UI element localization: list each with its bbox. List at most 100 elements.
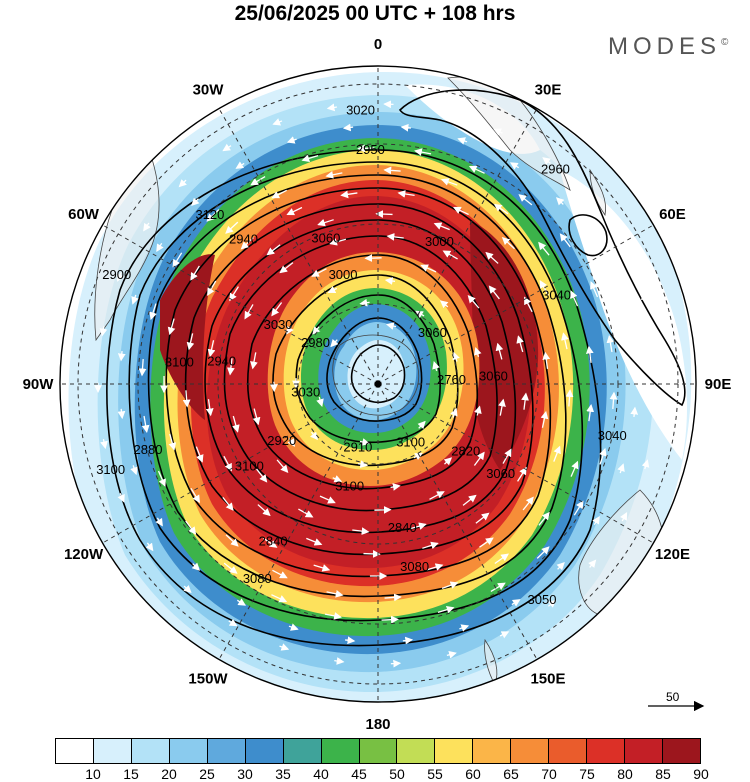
wind-vector: [498, 398, 506, 416]
wind-vector: [509, 162, 520, 170]
colorbar-swatch: [397, 739, 436, 763]
wind-vector: [630, 348, 639, 360]
colorbar-tick: 35: [275, 766, 291, 782]
colorbar-swatch: [549, 739, 588, 763]
south-pole-marker: [374, 380, 382, 388]
contour-label: 3100: [165, 354, 194, 369]
wind-vector: [538, 511, 550, 526]
wind-vector: [521, 392, 529, 410]
contour-label: 3040: [598, 428, 627, 443]
wind-vector: [271, 594, 288, 603]
wind-vector: [357, 144, 375, 153]
wind-vector: [522, 496, 534, 511]
meridian-line: [102, 224, 379, 385]
wind-vector: [352, 527, 370, 535]
wind-vector: [429, 491, 445, 500]
wind-vector: [390, 483, 401, 491]
wind-vector: [117, 351, 126, 362]
contour-label: 3080: [243, 571, 272, 586]
wind-vector: [384, 593, 402, 602]
contour-label: 2840: [388, 520, 417, 535]
wind-vector: [433, 222, 450, 231]
wind-vector: [570, 290, 579, 307]
wind-vector: [279, 262, 294, 274]
contour-2840: [272, 274, 459, 467]
wind-vector: [584, 194, 593, 204]
wind-vector: [641, 459, 650, 470]
contour-label: 2950: [356, 142, 385, 157]
wind-vector: [205, 399, 214, 417]
wind-vector: [286, 136, 297, 144]
wind-vector: [517, 466, 527, 482]
colorbar-swatch: [511, 739, 550, 763]
contour-label: 2880: [134, 442, 163, 457]
wind-vector: [374, 505, 392, 514]
contour-label: 3050: [528, 592, 557, 607]
wind-vector: [240, 237, 254, 250]
colorbar-swatch: [321, 739, 360, 763]
wind-vector: [316, 396, 324, 407]
colorbar-swatch: [359, 739, 398, 763]
wind-vector: [390, 659, 402, 668]
colorbar-swatch: [625, 739, 663, 763]
wind-vector: [319, 495, 336, 504]
wind-vector: [468, 165, 485, 174]
wind-vector: [183, 584, 192, 594]
wind-vector: [501, 236, 515, 250]
colorbar-tick-labels: 10 15 20 25 30 35 40 45 50 55 60 65 70 75 80 85 90: [55, 766, 709, 782]
wind-vector: [437, 605, 455, 614]
wind-vector: [250, 176, 266, 186]
wind-vector: [439, 300, 449, 309]
wind-vector: [494, 553, 509, 565]
wind-vector: [117, 408, 126, 420]
wind-vector: [326, 103, 338, 112]
wind-vector: [375, 210, 393, 218]
wind-vector: [288, 623, 299, 631]
wind-vector: [442, 250, 458, 260]
wind-vector: [536, 546, 550, 559]
contour-label: 2840: [259, 534, 288, 549]
wind-vector: [324, 612, 342, 620]
wind-vector: [542, 157, 551, 165]
wind-vector: [617, 463, 625, 474]
wind-vector: [157, 470, 166, 487]
weak-wind-east: [560, 170, 687, 460]
contour-label: 3120: [195, 207, 224, 222]
wind-vector: [384, 277, 396, 285]
contour-label: 3100: [396, 435, 425, 450]
wind-vector: [495, 342, 504, 360]
wind-vector: [149, 303, 157, 321]
wind-vector: [555, 197, 565, 206]
wind-vector: [400, 123, 411, 132]
wind-vector: [257, 504, 271, 517]
contour-label: 3060: [479, 369, 508, 384]
wind-vector: [440, 178, 458, 186]
brand-text: MODES: [608, 33, 722, 60]
wind-vector: [383, 166, 401, 175]
contour-label: 3000: [425, 234, 454, 249]
colorbar-tick: 55: [427, 766, 443, 782]
contour-label: 3060: [486, 466, 515, 481]
longitude-label: 60W: [68, 206, 100, 223]
wind-vector: [475, 512, 490, 524]
wind-vector: [363, 550, 381, 558]
longitude-label: 150E: [530, 670, 565, 687]
meridians: [60, 66, 696, 702]
wind-vector: [143, 222, 151, 232]
longitude-label: 30W: [193, 82, 225, 99]
wind-vector: [439, 108, 450, 117]
longitude-label: 150W: [188, 670, 228, 687]
wind-vector: [329, 238, 347, 246]
wind-vector: [441, 581, 459, 589]
wind-vector: [330, 338, 339, 348]
polar-stereographic-map: 2760 2820 2840 2840 2880 2900 2910 2920 2940 2940…: [23, 36, 732, 733]
wind-vector: [585, 345, 594, 363]
contour-2920: [223, 235, 498, 512]
wind-vector: [276, 459, 289, 474]
wind-vector: [227, 358, 235, 376]
meridian-line: [377, 383, 538, 660]
wind-vector: [266, 244, 281, 256]
contour-label: 3040: [542, 287, 571, 302]
wind-vector: [232, 415, 240, 433]
wind-vector: [327, 285, 338, 293]
